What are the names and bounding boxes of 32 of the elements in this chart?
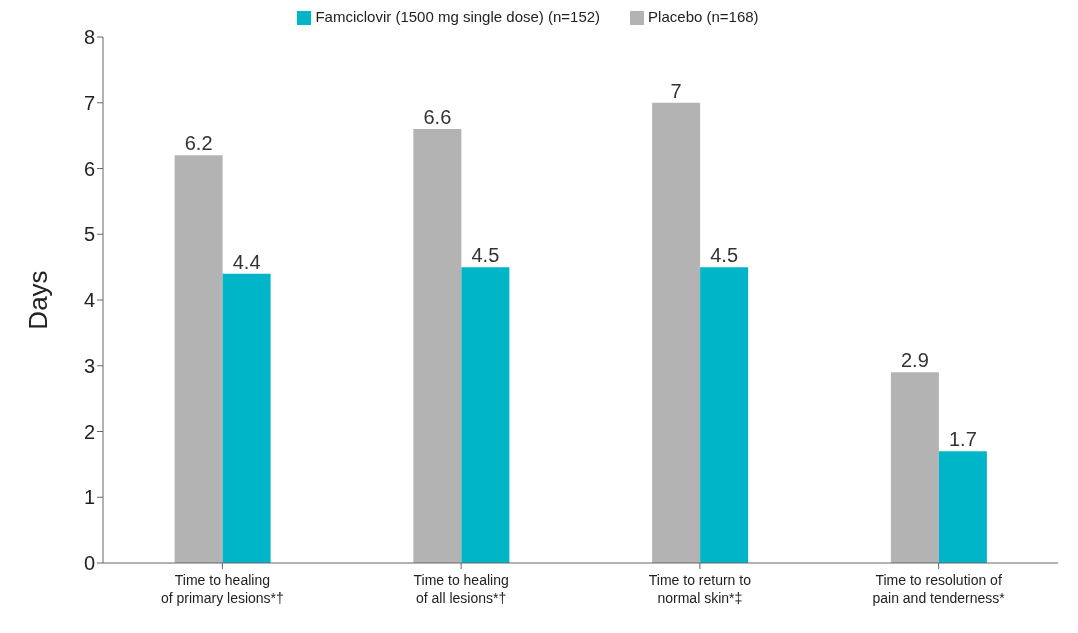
- x-tick-label: Time to healing of primary lesions*†: [160, 572, 284, 606]
- data-label: 7: [670, 79, 682, 102]
- y-tick-label: 6: [83, 157, 95, 180]
- x-tick-label: Time to resolution of pain and tenderness*: [872, 572, 1006, 606]
- bar: [890, 372, 939, 563]
- data-label: 4.5: [471, 244, 500, 267]
- y-tick-label: 2: [83, 420, 95, 443]
- data-label: 1.7: [948, 428, 977, 451]
- y-tick-label: 7: [83, 91, 95, 114]
- bar: [413, 129, 462, 563]
- bar: [461, 267, 510, 563]
- bar: [222, 273, 271, 563]
- y-tick-label: 1: [83, 486, 95, 509]
- data-label: 4.4: [232, 250, 261, 273]
- y-axis-title: Days: [23, 270, 54, 330]
- data-label: 2.9: [900, 349, 929, 372]
- data-label: 6.6: [423, 106, 452, 129]
- x-tick-label: Time to return to normal skin*‡: [648, 572, 752, 606]
- y-tick-label: 0: [83, 552, 95, 575]
- data-label: 4.5: [710, 244, 739, 267]
- y-tick-label: 5: [83, 223, 95, 246]
- y-tick-label: 8: [83, 26, 95, 49]
- legend-label: Famciclovir (1500 mg single dose) (n=152): [315, 8, 601, 25]
- bar: [700, 267, 749, 563]
- bar: [652, 102, 701, 563]
- x-tick-label: Time to healing of all lesions*†: [413, 572, 509, 606]
- bar: [174, 155, 223, 563]
- legend-label: Placebo (n=168): [648, 8, 759, 25]
- bar: [938, 451, 987, 563]
- y-tick-label: 4: [83, 289, 95, 312]
- data-label: 6.2: [184, 132, 213, 155]
- y-tick-label: 3: [83, 354, 95, 377]
